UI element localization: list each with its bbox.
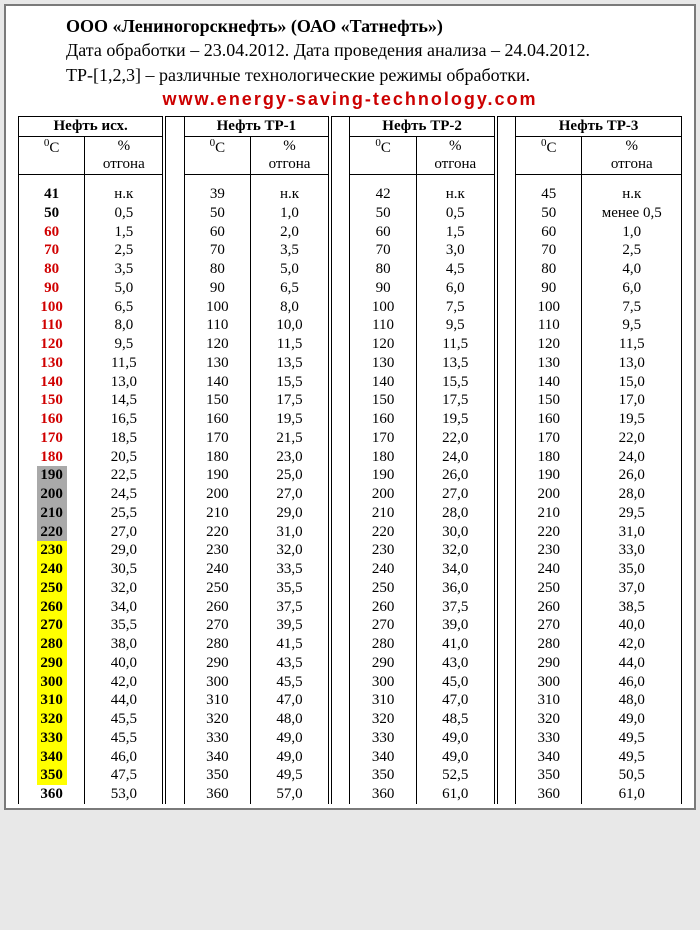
table-row: 41н.к39н.к42н.к45н.к (19, 185, 682, 204)
group-header: Нефть ТР-2 (350, 116, 496, 136)
table-row: 601,5602,0601,5601,0 (19, 223, 682, 242)
table-row: 25032,025035,525036,025037,0 (19, 579, 682, 598)
col-pct: %отгона (582, 136, 682, 175)
col-temp: 0С (19, 136, 85, 175)
table-row: 20024,520027,020027,020028,0 (19, 485, 682, 504)
table-row: 27035,527039,527039,027040,0 (19, 616, 682, 635)
table-row: 24030,524033,524034,024035,0 (19, 560, 682, 579)
table-row: 13011,513013,513013,513013,0 (19, 354, 682, 373)
mode-note: ТР-[1,2,3] – различные технологические р… (66, 63, 682, 87)
table-row: 803,5805,0804,5804,0 (19, 260, 682, 279)
table-row: 26034,026037,526037,526038,5 (19, 598, 682, 617)
table-row: 30042,030045,530045,030046,0 (19, 673, 682, 692)
col-temp: 0С (516, 136, 582, 175)
table-row: 16016,516019,516019,516019,5 (19, 410, 682, 429)
table-row: 28038,028041,528041,028042,0 (19, 635, 682, 654)
document-page: ООО «Лениногорскнефть» (ОАО «Татнефть») … (4, 4, 696, 810)
data-body: 41н.к39н.к42н.к45н.к500,5501,0500,550мен… (19, 175, 682, 804)
table-row: 1209,512011,512011,512011,5 (19, 335, 682, 354)
table-row: 23029,023032,023032,023033,0 (19, 541, 682, 560)
watermark-url: www.energy-saving-technology.com (18, 89, 682, 110)
table-row: 29040,029043,529043,029044,0 (19, 654, 682, 673)
table-row: 18020,518023,018024,018024,0 (19, 448, 682, 467)
table-row: 905,0906,5906,0906,0 (19, 279, 682, 298)
table-row: 36053,036057,036061,036061,0 (19, 785, 682, 804)
table-row: 31044,031047,031047,031048,0 (19, 691, 682, 710)
table-row: 1108,011010,01109,51109,5 (19, 316, 682, 335)
table-row: 35047,535049,535052,535050,5 (19, 766, 682, 785)
table-row: 17018,517021,517022,017022,0 (19, 429, 682, 448)
table-row: 19022,519025,019026,019026,0 (19, 466, 682, 485)
table-row: 22027,022031,022030,022031,0 (19, 523, 682, 542)
col-temp: 0С (350, 136, 416, 175)
group-header-row: Нефть исх. Нефть ТР-1 Нефть ТР-2 Нефть Т… (19, 116, 682, 136)
col-pct: %отгона (416, 136, 496, 175)
company-title: ООО «Лениногорскнефть» (ОАО «Татнефть») (66, 14, 682, 38)
spacer-row (19, 175, 682, 186)
table-row: 32045,532048,032048,532049,0 (19, 710, 682, 729)
header-block: ООО «Лениногорскнефть» (ОАО «Татнефть») … (66, 14, 682, 87)
col-pct: %отгона (85, 136, 165, 175)
distillation-table: Нефть исх. Нефть ТР-1 Нефть ТР-2 Нефть Т… (18, 116, 682, 804)
group-header: Нефть исх. (19, 116, 165, 136)
col-temp: 0С (184, 136, 250, 175)
sub-header-row: 0С %отгона 0С %отгона 0С %отгона 0С %отг… (19, 136, 682, 175)
table-row: 33045,533049,033049,033049,5 (19, 729, 682, 748)
table-row: 1006,51008,01007,51007,5 (19, 298, 682, 317)
table-row: 702,5703,5703,0702,5 (19, 241, 682, 260)
table-row: 15014,515017,515017,515017,0 (19, 391, 682, 410)
table-row: 21025,521029,021028,021029,5 (19, 504, 682, 523)
table-row: 34046,034049,034049,034049,5 (19, 748, 682, 767)
processing-dates: Дата обработки – 23.04.2012. Дата провед… (66, 38, 682, 62)
table-row: 14013,014015,514015,514015,0 (19, 373, 682, 392)
col-pct: %отгона (251, 136, 331, 175)
table-row: 500,5501,0500,550менее 0,5 (19, 204, 682, 223)
group-header: Нефть ТР-1 (184, 116, 330, 136)
group-header: Нефть ТР-3 (516, 116, 682, 136)
